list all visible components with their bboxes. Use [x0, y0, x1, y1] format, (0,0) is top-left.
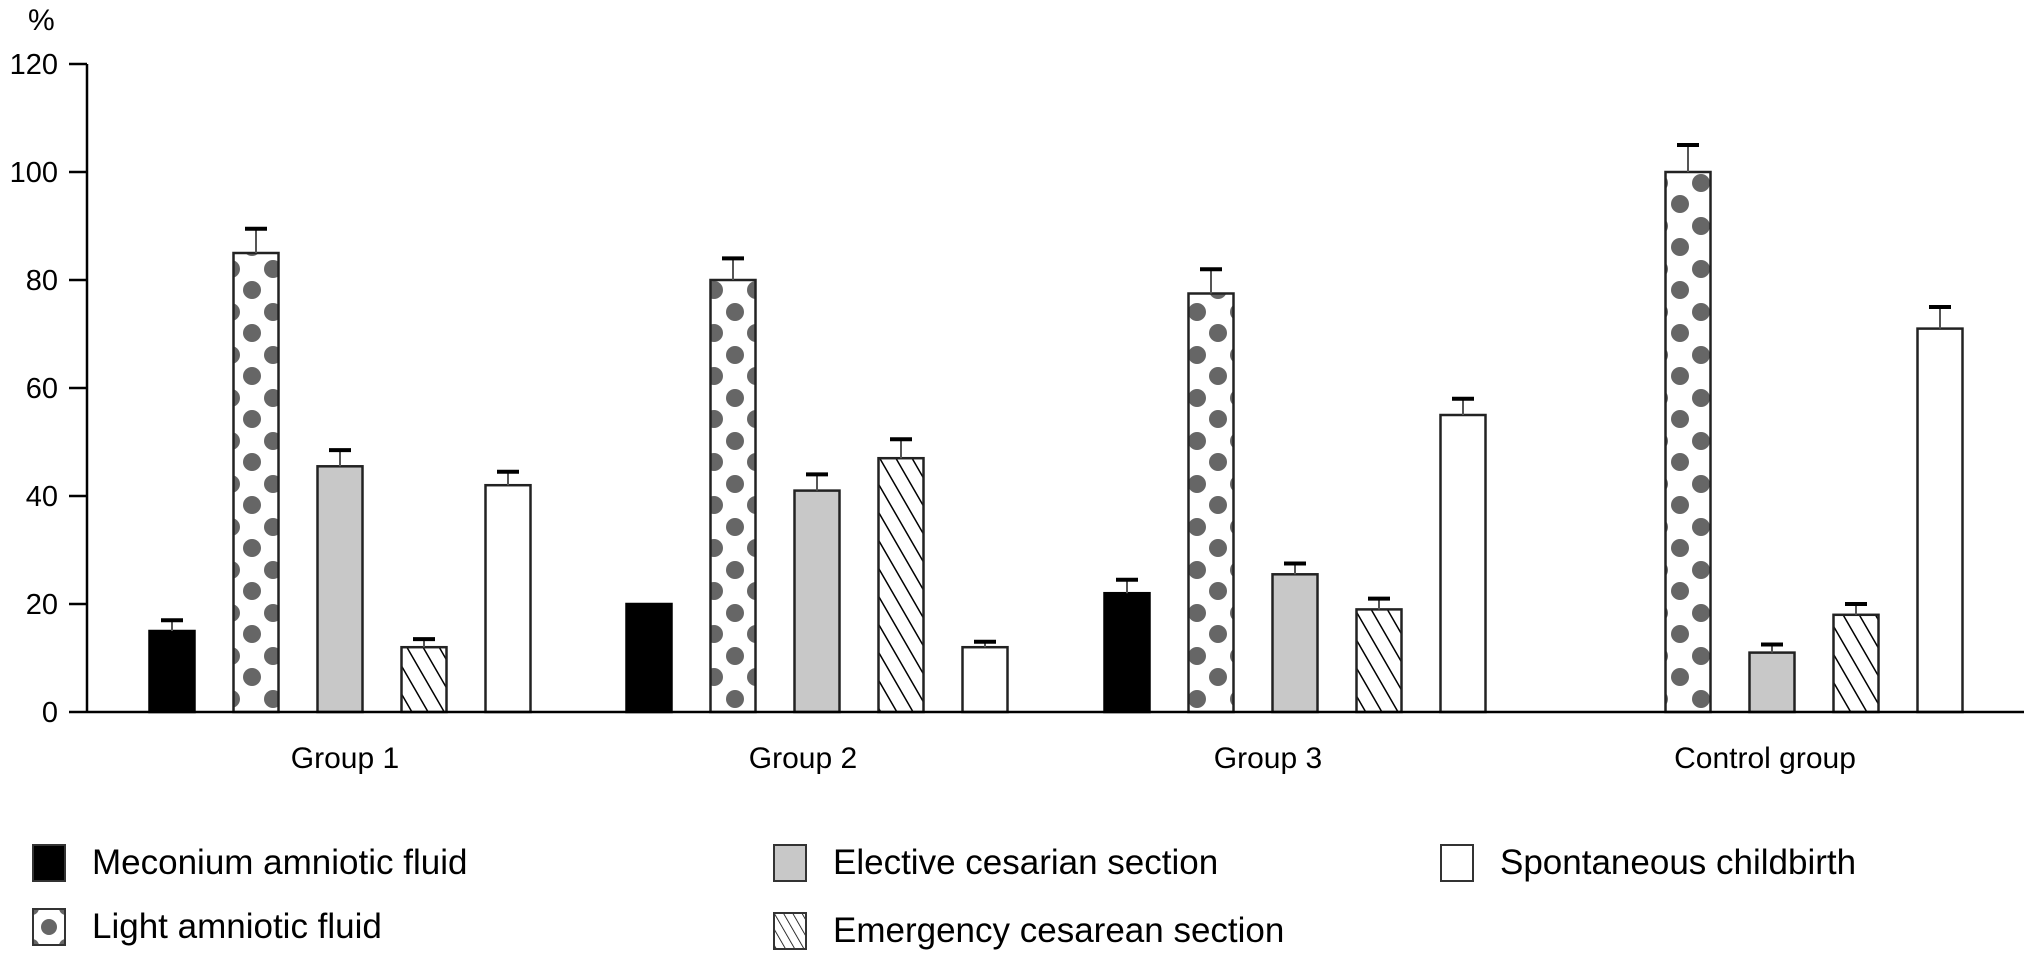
y-tick-label: 60: [26, 373, 58, 405]
bar-meconium-amniotic-fluid: [1103, 591, 1151, 714]
bar-light-amniotic-fluid: [1187, 292, 1235, 714]
bar-meconium-amniotic-fluid: [148, 629, 196, 714]
legend-swatch-hatch-icon: [773, 912, 807, 950]
legend-swatch-dots-icon: [32, 908, 66, 946]
bar-light-amniotic-fluid: [1664, 170, 1712, 714]
bar-spontaneous-childbirth: [1916, 327, 1964, 714]
bar-light-amniotic-fluid: [709, 278, 757, 714]
bar-light-amniotic-fluid: [232, 251, 280, 714]
legend-item-light: Light amniotic fluid: [32, 905, 382, 949]
y-tick-label: 100: [10, 157, 58, 189]
x-axis: Group 1 Group 2 Group 3 Control group: [291, 742, 1856, 775]
y-axis-label: %: [28, 4, 55, 37]
y-tick-label: 120: [10, 49, 58, 81]
bar-elective-cesarian-section: [1748, 651, 1796, 714]
legend-swatch-gray-icon: [773, 844, 807, 882]
legend-label: Elective cesarian section: [833, 843, 1219, 882]
bar-emergency-cesarean-section: [1355, 608, 1403, 714]
legend-label: Light amniotic fluid: [92, 907, 382, 946]
x-tick-label: Group 3: [1214, 742, 1322, 775]
legend-swatch-white-icon: [1440, 844, 1474, 882]
x-tick-label: Group 2: [749, 742, 857, 775]
legend-item-elective: Elective cesarian section: [773, 841, 1218, 885]
x-tick-label: Group 1: [291, 742, 399, 775]
legend-item-meconium: Meconium amniotic fluid: [32, 841, 467, 885]
y-tick-label: 0: [42, 697, 58, 729]
legend-label: Spontaneous childbirth: [1500, 843, 1857, 882]
y-tick-label: 40: [26, 481, 58, 513]
x-tick-label: Control group: [1674, 742, 1856, 775]
bar-spontaneous-childbirth: [484, 483, 532, 714]
bar-elective-cesarian-section: [1271, 573, 1319, 714]
bar-meconium-amniotic-fluid: [625, 602, 673, 714]
bar-spontaneous-childbirth: [961, 645, 1009, 714]
bar-elective-cesarian-section: [793, 489, 841, 714]
bars: [148, 143, 1964, 714]
legend-label: Meconium amniotic fluid: [92, 843, 468, 882]
bar-spontaneous-childbirth: [1439, 413, 1487, 714]
legend-label: Emergency cesarean section: [833, 911, 1285, 950]
bar-emergency-cesarean-section: [877, 456, 925, 714]
legend-item-spontaneous: Spontaneous childbirth: [1440, 841, 1856, 885]
legend-swatch-solid-black-icon: [32, 844, 66, 882]
y-tick-label: 80: [26, 265, 58, 297]
legend-item-emergency: Emergency cesarean section: [773, 909, 1284, 953]
y-axis: 0 20 40 60 80 100 120: [10, 49, 87, 729]
y-tick-label: 20: [26, 589, 58, 621]
bar-elective-cesarian-section: [316, 465, 364, 714]
bar-emergency-cesarean-section: [1832, 613, 1880, 714]
bar-emergency-cesarean-section: [400, 645, 448, 714]
